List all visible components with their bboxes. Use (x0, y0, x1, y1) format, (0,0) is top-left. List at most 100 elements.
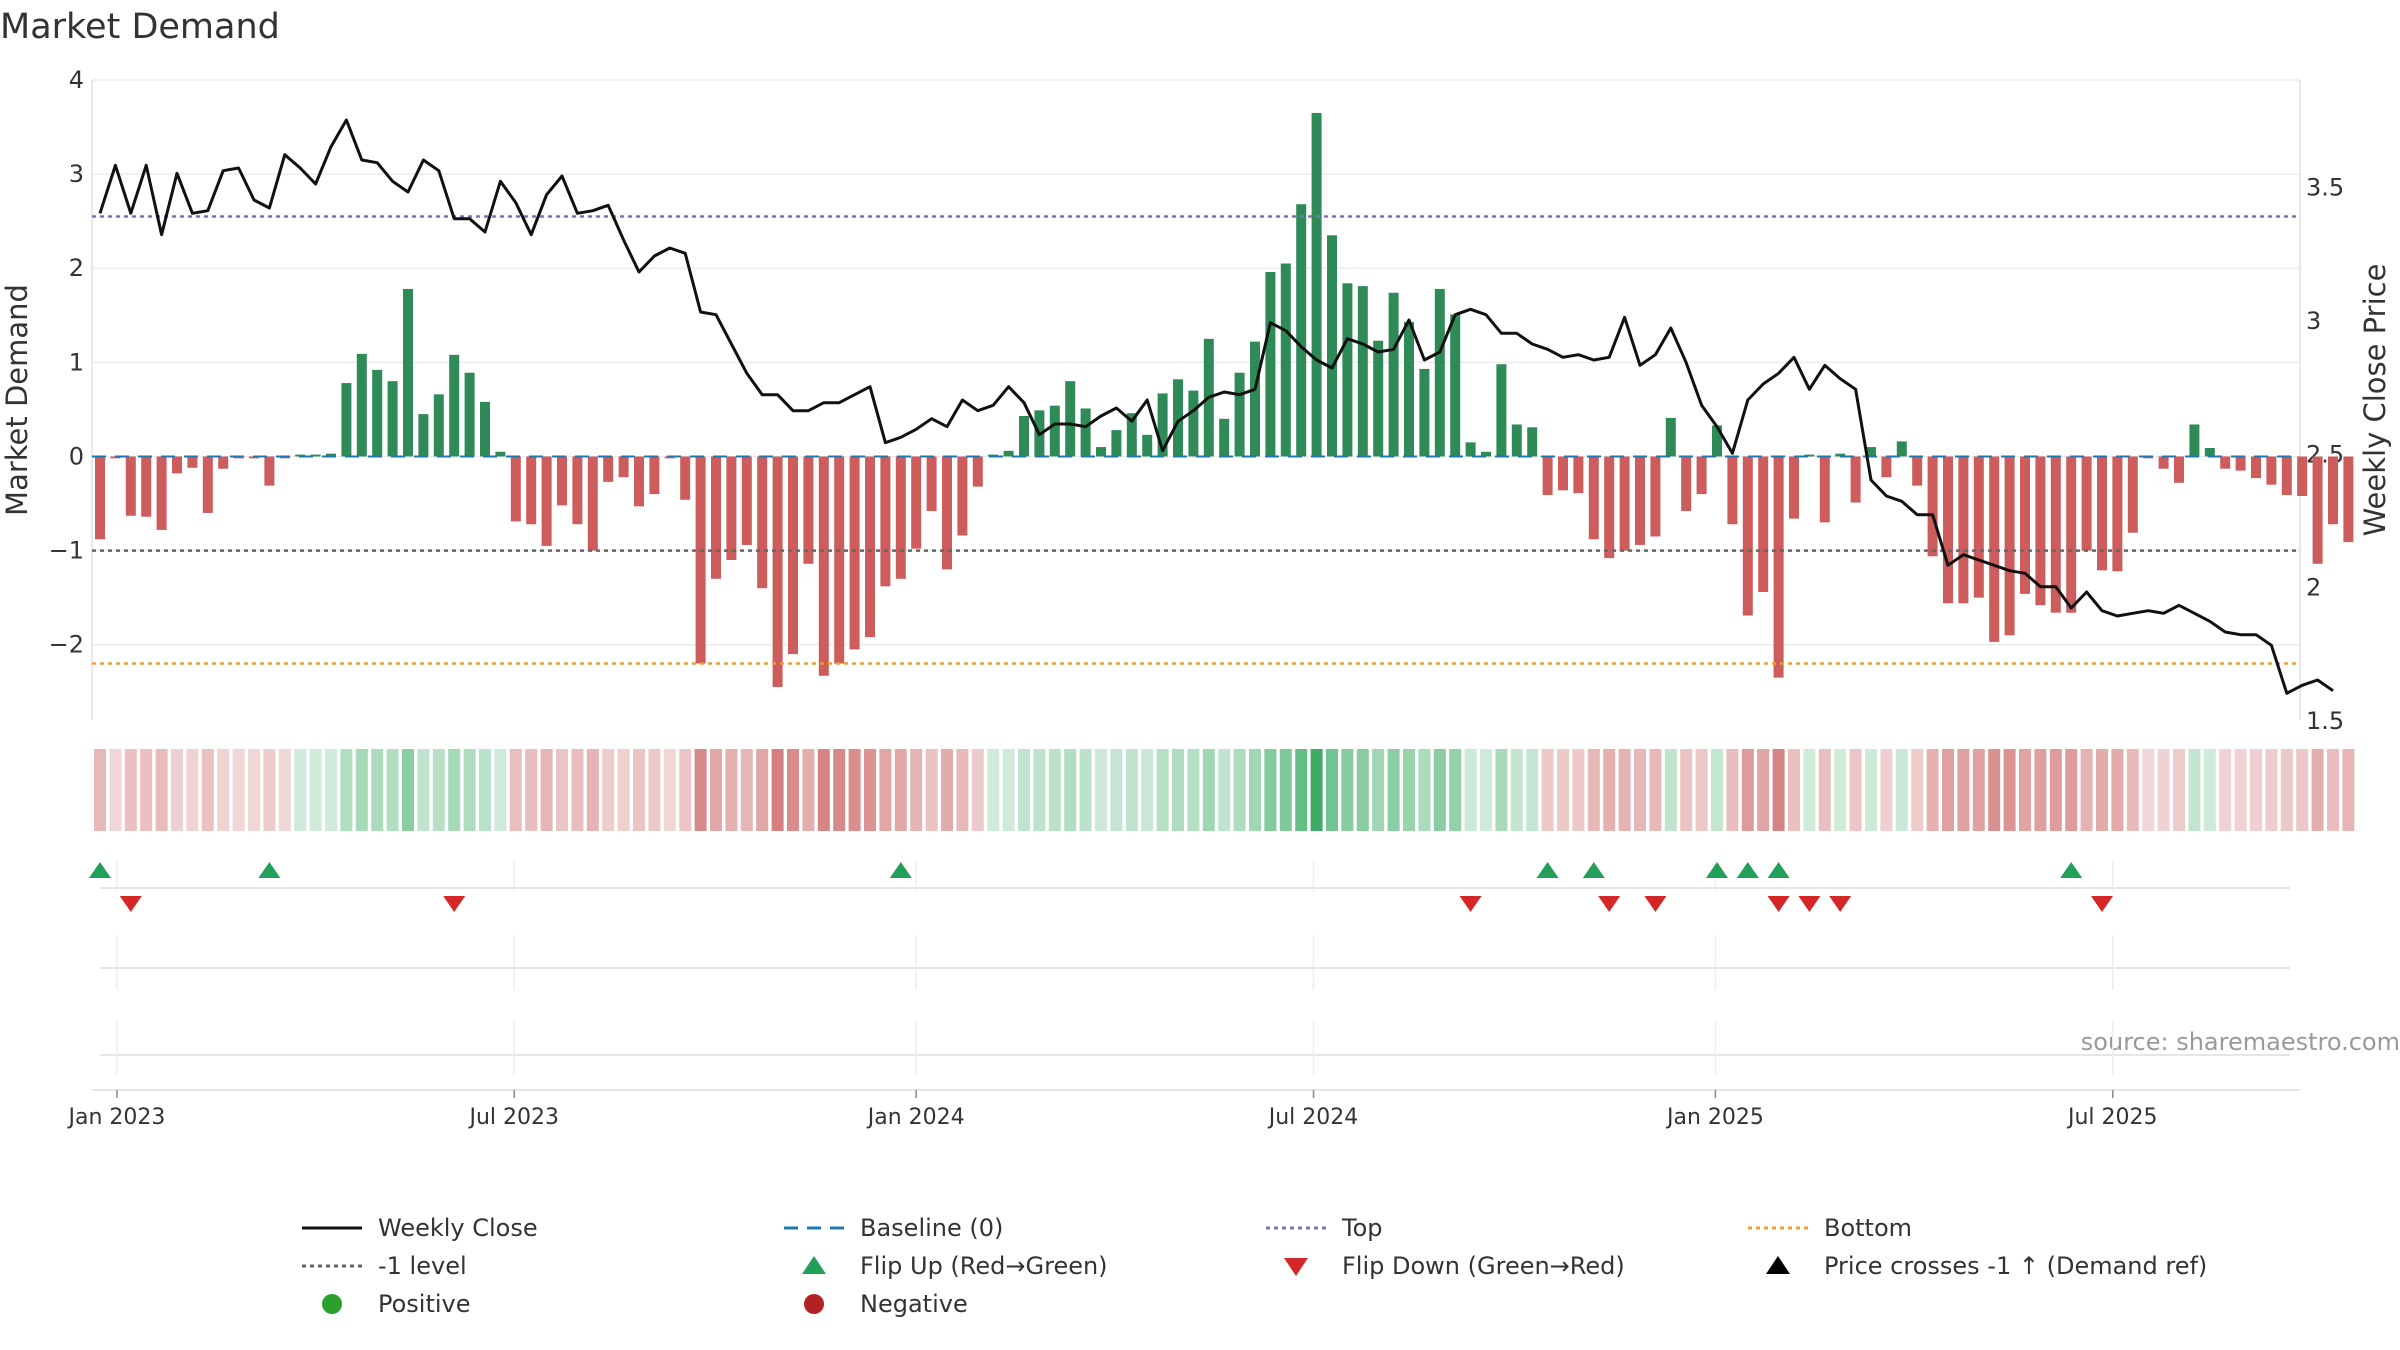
legend-item-top: Top (1264, 1210, 1383, 1246)
demand-bar (1065, 381, 1076, 457)
demand-bar (141, 456, 152, 517)
heat-cell (371, 749, 384, 831)
y-ticks-right: 3.5 3 2.5 2 1.5 (2306, 174, 2344, 735)
demand-bar (1404, 321, 1414, 457)
heat-cell (2049, 749, 2062, 831)
demand-bar (587, 456, 598, 551)
demand-bar (695, 456, 706, 664)
legend: Weekly Close Baseline (0) Top Bottom -1 … (300, 1210, 2250, 1330)
legend-item-bottom: Bottom (1746, 1210, 1912, 1246)
heat-cell (2142, 749, 2155, 831)
heat-cell (1510, 749, 1523, 831)
heat-cell (494, 749, 507, 831)
demand-bar (711, 456, 721, 579)
demand-bar (1727, 456, 1738, 525)
heat-cell (2265, 749, 2278, 831)
heat-cell (1911, 749, 1924, 831)
heat-cell (1895, 749, 1908, 831)
demand-bar (1496, 364, 1507, 457)
heat-cell (1418, 749, 1431, 831)
heat-cell (2188, 749, 2201, 831)
flip-down-marker (119, 896, 142, 912)
demand-bar (2220, 456, 2231, 469)
demand-bar (372, 369, 383, 457)
heat-cell (309, 749, 322, 831)
demand-bar (1327, 235, 1337, 457)
demand-bar (433, 394, 444, 457)
heat-cell (802, 749, 815, 831)
legend-item-positive: Positive (300, 1286, 471, 1322)
x-tick-label: Jul 2025 (2066, 1105, 2158, 1130)
demand-bar (1742, 456, 1753, 616)
legend-symbol-solid-line (302, 1226, 362, 1230)
demand-bar (510, 456, 521, 522)
heat-cell (1156, 749, 1169, 831)
flip-up-marker (1767, 862, 1790, 878)
demand-bar (1250, 341, 1260, 457)
heat-cell (1741, 749, 1754, 831)
demand-bar (1234, 372, 1245, 457)
demand-bar (1080, 408, 1091, 457)
heat-cell (2034, 749, 2047, 831)
heat-cell (1988, 749, 2001, 831)
demand-bar (1126, 413, 1137, 457)
heat-cell (1711, 749, 1723, 831)
heat-cell (1788, 749, 1800, 831)
heat-cell (1587, 749, 1600, 831)
demand-bar (1573, 456, 1584, 494)
heat-cell (1279, 749, 1292, 831)
legend-label: Top (1342, 1214, 1383, 1242)
heat-cell (1341, 749, 1354, 831)
demand-bar (1142, 434, 1153, 457)
heat-cell (1495, 749, 1508, 831)
heat-cell (633, 749, 645, 831)
heat-cell (2157, 749, 2170, 831)
demand-bar (1342, 283, 1353, 457)
negative-dot-icon (804, 1294, 824, 1314)
demand-bar (1712, 425, 1722, 457)
heat-cell (1634, 749, 1646, 831)
heat-cell (848, 749, 861, 831)
demand-bar (1943, 456, 1953, 604)
demand-bar (2251, 456, 2261, 479)
demand-bar (849, 456, 860, 650)
demand-bar (1604, 456, 1615, 559)
heat-cell (1218, 749, 1231, 831)
demand-bar (2189, 424, 2200, 457)
demand-bar (310, 454, 321, 457)
flip-up-marker (1736, 862, 1759, 878)
demand-bar (726, 456, 737, 560)
heat-cell (910, 749, 923, 831)
y-tick-label-left: 0 (69, 442, 84, 470)
heat-cell (1480, 749, 1492, 831)
heat-cell (2203, 749, 2216, 831)
price-line-group (98, 118, 2334, 695)
demand-bar (942, 456, 952, 570)
legend-label: Weekly Close (378, 1214, 538, 1242)
flip-down-marker (1767, 896, 1790, 912)
y-tick-label-right: 1.5 (2306, 707, 2344, 735)
x-ticks: Jan 2023 Jul 2023 Jan 2024 Jul 2024 Jan 2025… (66, 1090, 2158, 1130)
demand-bar (1188, 390, 1199, 457)
heat-cell (94, 749, 106, 831)
heat-cell (1433, 749, 1446, 831)
heat-cell (694, 749, 707, 831)
heat-cell (2173, 749, 2185, 831)
demand-bar (1758, 456, 1769, 592)
y-tick-label-left: −2 (49, 631, 84, 659)
source-label: source: sharemaestro.com (2081, 1028, 2400, 1056)
heat-cell (248, 749, 260, 831)
heat-cell (386, 749, 399, 831)
demand-bar (2281, 456, 2292, 496)
heat-cell (710, 749, 722, 831)
heat-cell (2126, 749, 2139, 831)
demand-bar (1219, 418, 1230, 457)
demand-bar (2127, 456, 2138, 533)
heat-cell (648, 749, 661, 831)
demand-bar (757, 456, 768, 589)
heat-cell (833, 749, 846, 831)
heat-cell (448, 749, 461, 831)
heat-cell (109, 749, 122, 831)
flip-up-marker (1582, 862, 1605, 878)
